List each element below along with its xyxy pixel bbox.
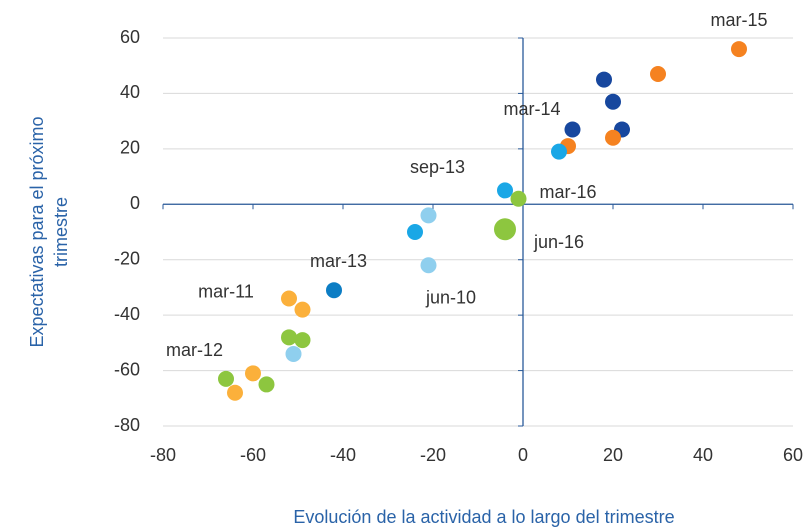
point <box>596 71 612 88</box>
annotation: mar-15 <box>710 10 767 30</box>
x-tick-label: -40 <box>330 445 356 465</box>
x-tick-label: -60 <box>240 445 266 465</box>
point <box>245 365 261 382</box>
y-axis-title: trimestre <box>51 197 71 267</box>
annotation: jun-16 <box>533 232 584 252</box>
x-tick-label: -80 <box>150 445 176 465</box>
point <box>605 129 621 146</box>
point <box>294 332 311 349</box>
point <box>326 282 342 299</box>
point <box>227 384 243 401</box>
point <box>294 301 311 318</box>
y-tick-label: -40 <box>114 304 140 324</box>
x-axis-title: Evolución de la actividad a lo largo del… <box>293 507 674 527</box>
point <box>731 41 747 58</box>
annotation: mar-16 <box>539 182 596 202</box>
x-tick-label: 0 <box>518 445 528 465</box>
annotation: mar-12 <box>166 340 223 360</box>
point <box>564 121 581 138</box>
x-tick-label: 20 <box>603 445 623 465</box>
x-tick-label: 60 <box>783 445 803 465</box>
y-tick-label: -60 <box>114 359 140 379</box>
x-tick-label: -20 <box>420 445 446 465</box>
annotation: jun-10 <box>425 287 476 307</box>
y-tick-label: 20 <box>120 138 140 158</box>
point <box>420 207 437 224</box>
point <box>605 93 621 110</box>
y-tick-label: 60 <box>120 27 140 47</box>
point <box>258 376 275 393</box>
point <box>281 329 297 346</box>
point <box>407 224 423 240</box>
annotation: mar-11 <box>198 282 254 302</box>
y-tick-label: 40 <box>120 82 140 102</box>
y-tick-label: -80 <box>114 415 140 435</box>
point <box>650 66 666 83</box>
point <box>510 190 527 207</box>
annotation: mar-14 <box>503 99 560 119</box>
point <box>494 218 516 241</box>
x-tick-label: 40 <box>693 445 713 465</box>
annotation: mar-13 <box>310 251 367 271</box>
y-tick-label: -20 <box>114 248 140 268</box>
point <box>497 182 513 199</box>
point <box>285 345 302 362</box>
annotation: sep-13 <box>410 157 465 177</box>
point <box>281 290 297 307</box>
y-tick-label: 0 <box>130 193 140 213</box>
y-axis-title: Expectativas para el próximo <box>27 116 47 347</box>
point <box>420 257 437 274</box>
point <box>218 370 234 387</box>
point <box>551 143 567 160</box>
